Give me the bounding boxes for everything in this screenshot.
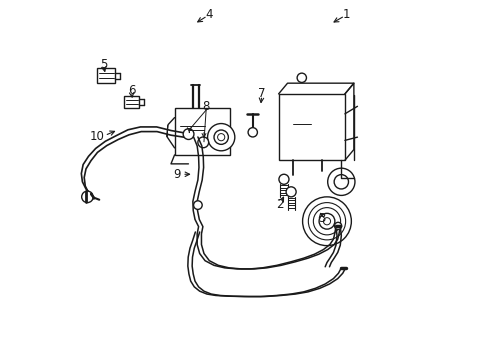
Circle shape <box>247 128 257 137</box>
Text: 1: 1 <box>342 8 349 21</box>
Text: 7: 7 <box>258 87 265 100</box>
Circle shape <box>214 130 228 144</box>
Text: 4: 4 <box>204 8 212 21</box>
Circle shape <box>207 123 234 151</box>
Circle shape <box>183 129 194 139</box>
Circle shape <box>308 203 345 240</box>
Circle shape <box>323 218 330 225</box>
Bar <box>97 68 115 83</box>
Circle shape <box>81 191 93 203</box>
Circle shape <box>193 201 202 210</box>
Circle shape <box>198 137 208 148</box>
Text: 2: 2 <box>276 198 284 211</box>
Circle shape <box>297 73 306 82</box>
Circle shape <box>333 175 348 189</box>
Text: 9: 9 <box>173 168 180 181</box>
Circle shape <box>302 197 351 246</box>
Circle shape <box>278 174 288 184</box>
Bar <box>124 96 139 108</box>
Circle shape <box>285 187 296 197</box>
Bar <box>278 94 344 160</box>
Circle shape <box>319 213 334 229</box>
Text: 3: 3 <box>317 212 325 225</box>
Text: 6: 6 <box>127 84 135 97</box>
Text: 10: 10 <box>90 130 105 144</box>
Circle shape <box>334 222 341 229</box>
Circle shape <box>313 208 340 235</box>
Circle shape <box>217 134 224 141</box>
Circle shape <box>327 168 354 195</box>
Text: 8: 8 <box>202 100 209 113</box>
Bar <box>174 108 230 155</box>
Text: 5: 5 <box>100 58 107 71</box>
